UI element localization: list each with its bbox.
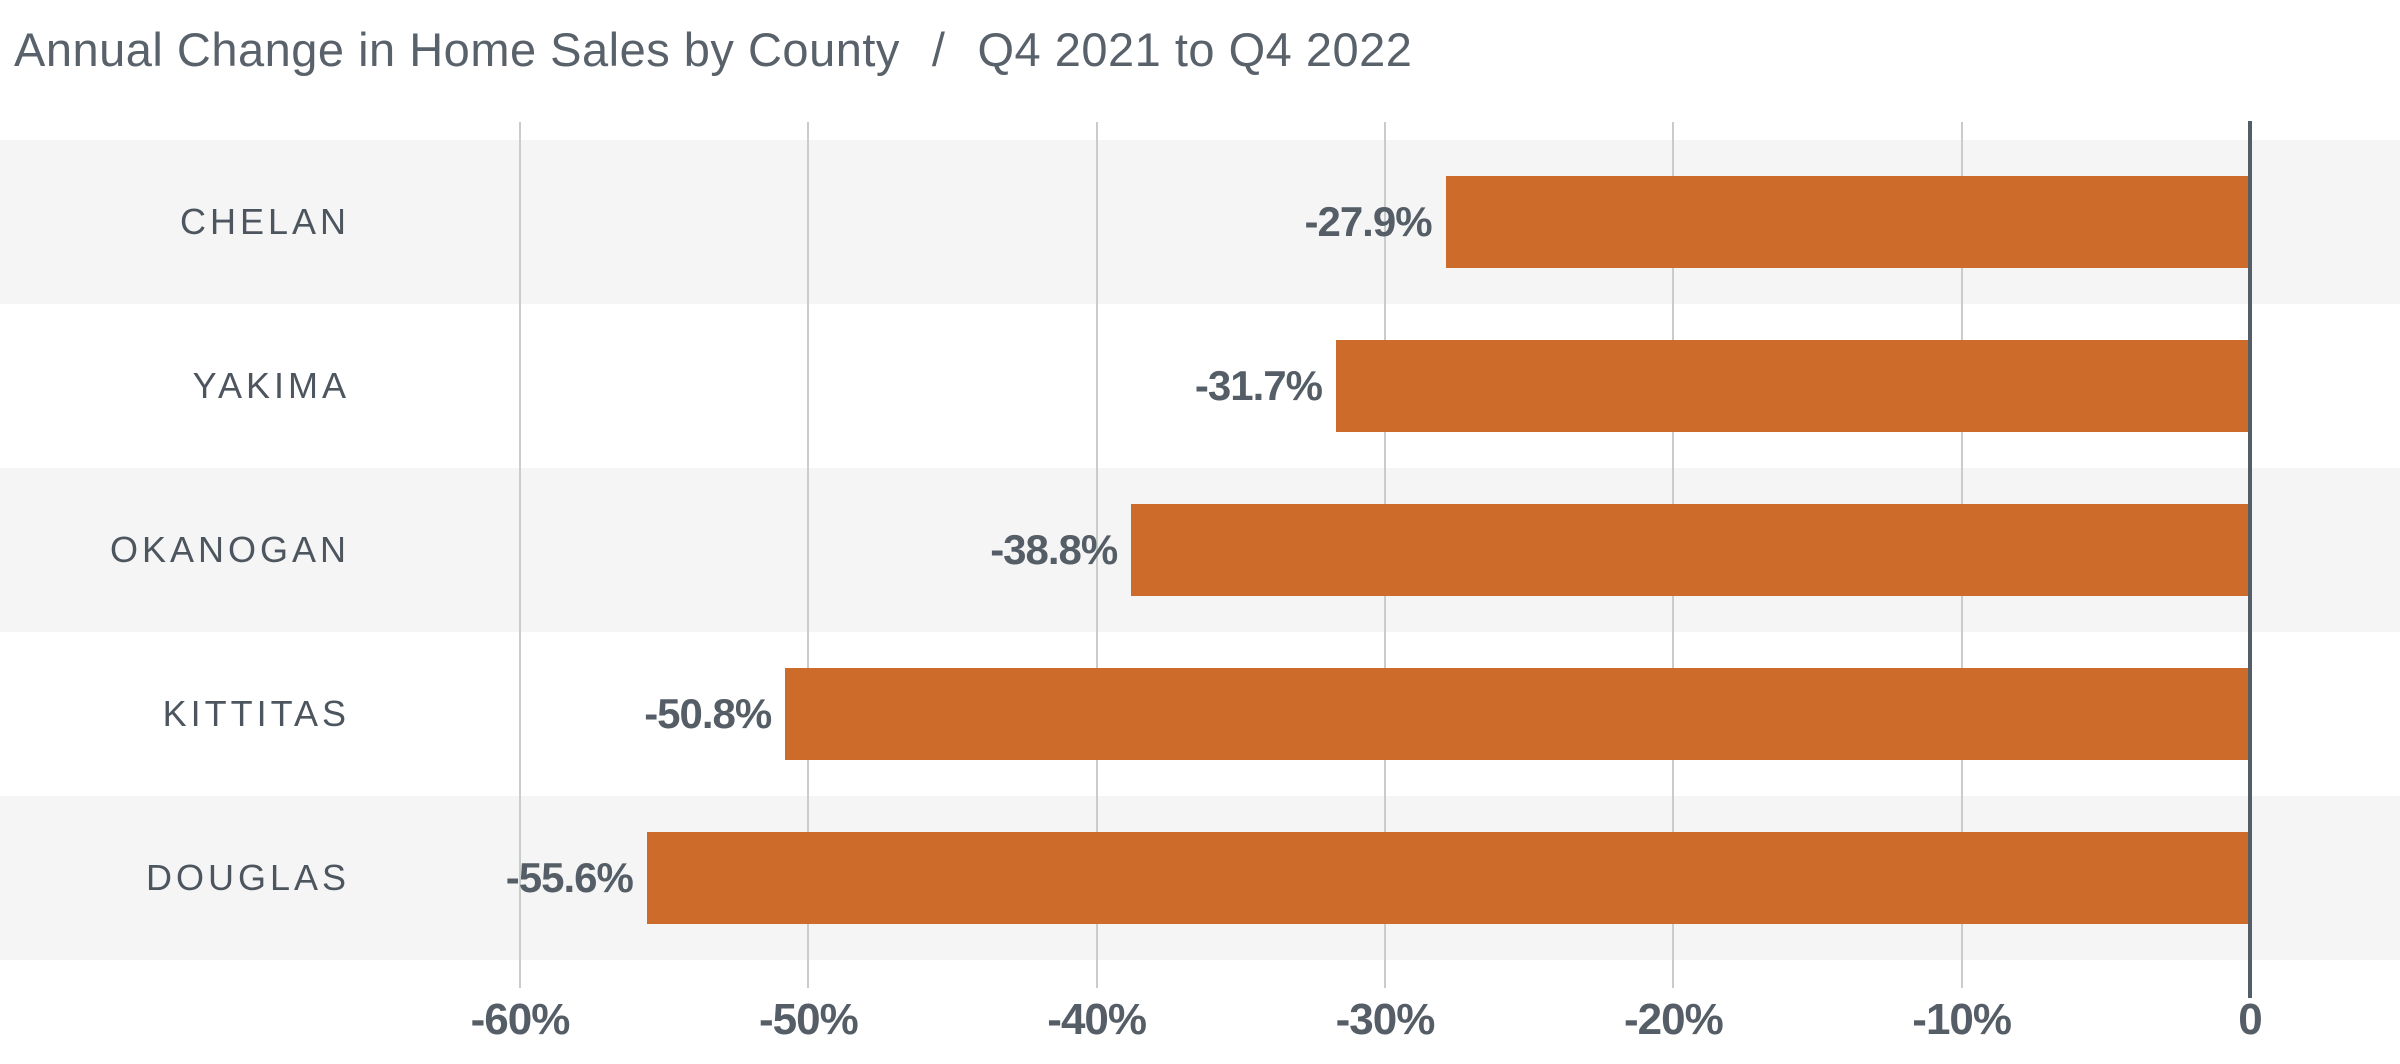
category-label: DOUGLAS [145, 857, 350, 898]
gridline [1095, 122, 1098, 988]
bar-value-label: -31.7% [1194, 362, 1323, 409]
x-tick-label: -20% [1623, 995, 1724, 1044]
gridline [519, 122, 521, 988]
title-separator: / [931, 22, 946, 76]
category-label: CHELAN [179, 201, 350, 242]
x-tick-label: -10% [1912, 995, 2012, 1044]
bar-value-label: -55.6% [505, 854, 634, 901]
chart-subtitle: Q4 2021 to Q4 2022 [977, 22, 1413, 76]
gridline [807, 122, 810, 988]
category-label: YAKIMA [192, 365, 350, 406]
chart-title: Annual Change in Home Sales by County [14, 22, 900, 76]
x-tick-label: 0 [2238, 995, 2262, 1044]
bar-value-label: -38.8% [990, 526, 1118, 573]
category-label: OKANOGAN [109, 529, 350, 570]
bar-value-label: -50.8% [644, 690, 772, 737]
bar [646, 832, 2248, 924]
zero-axis-line [2248, 121, 2252, 998]
bar [1445, 176, 2248, 268]
chart-header: Annual Change in Home Sales by County / … [14, 14, 1412, 84]
x-tick-label: -60% [470, 995, 571, 1044]
bar [1131, 504, 2248, 596]
x-tick-label: -40% [1047, 995, 1147, 1044]
bar [785, 668, 2248, 760]
x-tick-label: -30% [1335, 995, 1436, 1044]
bar [1335, 340, 2248, 432]
category-label: KITTITAS [162, 693, 350, 734]
x-tick-label: -50% [758, 995, 859, 1044]
bar-value-label: -27.9% [1304, 198, 1432, 245]
